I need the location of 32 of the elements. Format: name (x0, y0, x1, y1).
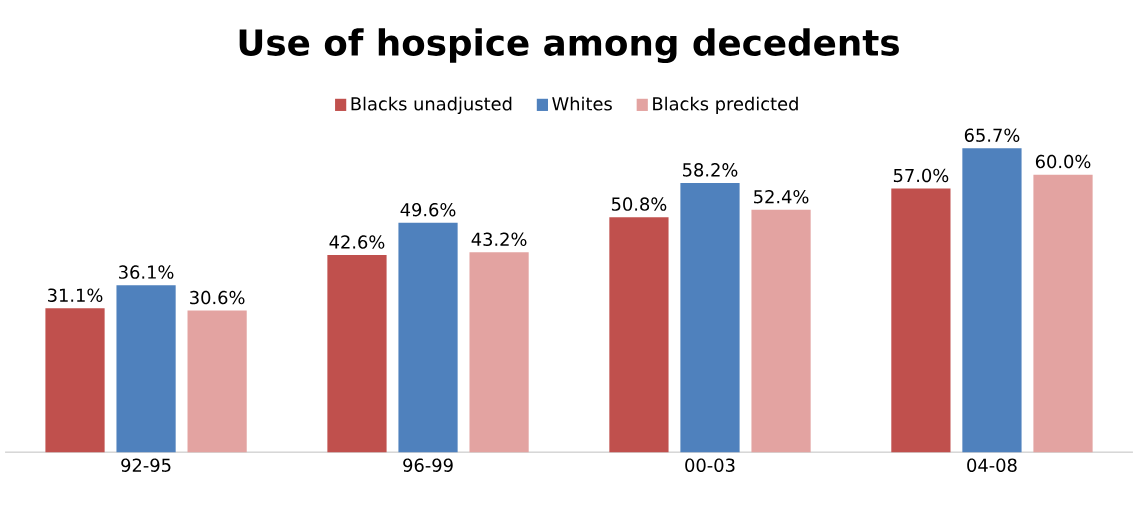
data-label: 60.0% (1035, 154, 1091, 169)
data-label: 30.6% (190, 290, 245, 305)
data-label: 58.2% (683, 163, 738, 177)
data-label: 52.4% (754, 189, 809, 204)
x-tick-label: 92-95 (121, 458, 171, 472)
bar (962, 148, 1022, 453)
x-tick-label: 04-08 (967, 458, 1017, 472)
bar (891, 188, 951, 453)
bar (751, 209, 811, 453)
x-tick-label: 00-03 (685, 458, 735, 472)
bar (609, 217, 669, 453)
data-label: 49.6% (400, 202, 456, 217)
data-label: 31.1% (48, 288, 103, 302)
data-label: 36.1% (119, 265, 174, 279)
bar (45, 308, 105, 453)
x-tick-label: 96-99 (403, 458, 453, 472)
legend-label: Whites (552, 96, 612, 111)
legend-label: Blacks unadjusted (351, 96, 512, 115)
bar (469, 252, 529, 453)
chart-title: Use of hospice among decedents (239, 28, 899, 64)
bar (680, 182, 740, 453)
data-label: 42.6% (329, 235, 385, 249)
bar (116, 285, 176, 453)
data-label: 50.8% (611, 197, 667, 211)
data-label: 43.2% (471, 232, 527, 247)
bar (187, 310, 247, 453)
data-label: 65.7% (964, 128, 1020, 142)
data-label: 57.0% (893, 168, 949, 183)
bar (327, 255, 387, 453)
legend-label: Blacks predicted (653, 96, 798, 115)
bar (1033, 174, 1093, 453)
bar (398, 222, 458, 453)
